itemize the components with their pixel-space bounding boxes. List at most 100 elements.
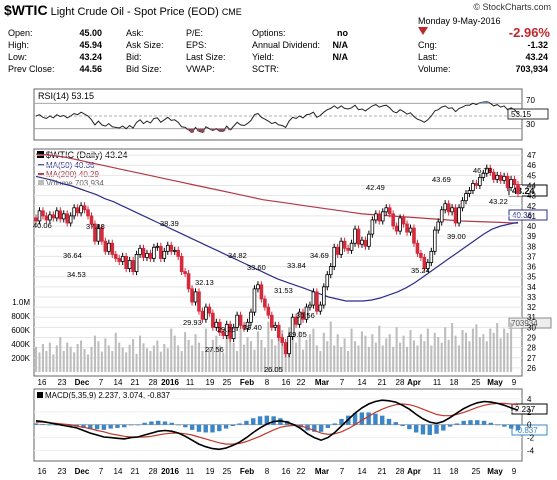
x-axis-label-price-17: 14 xyxy=(358,378,367,387)
candle-body xyxy=(415,242,420,254)
ma-tag xyxy=(508,209,548,221)
y-tick-26: 26 xyxy=(527,364,536,373)
x-axis-label-macd-6: 28 xyxy=(149,467,158,476)
price-tag-text: 43.24 xyxy=(512,186,535,196)
volume-bar xyxy=(274,345,277,372)
candle-body xyxy=(48,214,52,221)
volume-bar xyxy=(69,346,72,372)
candle-body xyxy=(86,209,90,217)
macd-hist-bar xyxy=(217,424,222,432)
rsi-frame xyxy=(33,88,523,141)
y-tick-34: 34 xyxy=(527,283,536,292)
bidsize-label: Bid Size: xyxy=(126,64,162,74)
price-tag xyxy=(508,184,548,197)
rsi-level-70: 70 xyxy=(526,96,535,105)
x-axis-label-price-13: 16 xyxy=(282,378,291,387)
x-axis-label-macd-13: 16 xyxy=(282,467,291,476)
x-axis-label-price-19: 28 xyxy=(396,378,405,387)
macd-hist-bar xyxy=(325,424,331,428)
candle-body xyxy=(179,256,184,273)
volume-bar xyxy=(135,353,138,372)
x-axis-label-macd-18: 21 xyxy=(378,467,387,476)
macd-label: MACD(5,35,9) 2.237, 3.074, -0.837 xyxy=(45,391,171,400)
volume-bar xyxy=(322,332,325,372)
candle-body xyxy=(412,227,416,244)
candle-body xyxy=(474,183,479,186)
volume-bar xyxy=(433,332,436,372)
y-tick-45: 45 xyxy=(527,171,536,180)
candle-body xyxy=(211,312,215,328)
annotation-43.22: 43.22 xyxy=(489,197,508,206)
candle-body xyxy=(113,253,118,259)
legend-macd-swatch xyxy=(37,392,43,398)
volume-bar xyxy=(191,345,194,372)
candle-body xyxy=(426,262,430,269)
volume-bar xyxy=(270,339,273,372)
volume-bar xyxy=(215,335,218,372)
candle-body xyxy=(259,284,264,300)
volume-bar xyxy=(111,351,114,372)
candle-body xyxy=(516,184,520,194)
copyright: © StockCharts.com xyxy=(473,2,551,12)
annotation-42.49: 42.49 xyxy=(366,183,385,192)
volume-bar xyxy=(367,346,370,372)
volume-bar xyxy=(163,344,166,372)
macd-hist-bar xyxy=(210,424,215,433)
x-axis-label-macd-25: 9 xyxy=(512,467,517,476)
volume-bar xyxy=(121,347,124,372)
volume-bar xyxy=(211,339,214,372)
y-tick-44: 44 xyxy=(527,181,536,190)
macd-hist-bar xyxy=(223,424,229,429)
macd-hist-bar xyxy=(509,424,514,429)
macd-hist-bar xyxy=(81,424,86,428)
volume-bar xyxy=(485,341,488,372)
macd-hist-bar xyxy=(413,424,419,433)
volume-bar xyxy=(187,339,190,372)
macd-hist-bar xyxy=(196,424,202,432)
y-tick-35: 35 xyxy=(527,273,536,282)
candle-body xyxy=(238,314,243,326)
last-value: 43.24 xyxy=(525,52,548,62)
candle-body xyxy=(273,324,278,328)
rsi-label: RSI(14) 53.15 xyxy=(38,91,94,101)
candle-body xyxy=(221,332,226,336)
macd-hist-bar xyxy=(88,424,93,430)
candle-body xyxy=(339,240,343,255)
chart-title: $WTIC Light Crude Oil - Spot Price (EOD)… xyxy=(4,2,242,18)
volume-bar xyxy=(249,341,253,372)
candle-body xyxy=(380,211,385,222)
y-tick-27: 27 xyxy=(527,354,536,363)
rsi-oversold-bar xyxy=(200,128,205,133)
candle-body xyxy=(342,240,347,249)
candle-body xyxy=(127,260,132,269)
macd-hist-bar xyxy=(244,420,249,425)
annotation-33.84: 33.84 xyxy=(287,261,306,270)
x-axis-label-macd-8: 11 xyxy=(186,467,195,476)
macd-tag-2 xyxy=(511,424,548,436)
volume-bar xyxy=(409,330,412,372)
macd-hist-bar xyxy=(380,415,385,425)
candle-body xyxy=(450,207,454,213)
x-axis-label-macd-2: Dec xyxy=(75,467,90,476)
macd-hist-bar xyxy=(54,424,59,426)
candle-body xyxy=(37,210,42,222)
volume-bar xyxy=(142,343,145,372)
volume-bar xyxy=(471,328,474,372)
y-tick-42: 42 xyxy=(527,202,536,211)
volume-bar xyxy=(76,344,79,372)
volume-bar xyxy=(336,334,339,372)
macd-hist-bar xyxy=(359,412,365,425)
volume-bar xyxy=(208,348,211,372)
candle-body xyxy=(467,190,472,194)
options-value: no xyxy=(337,28,348,38)
candle-body xyxy=(68,215,73,224)
rsi-oversold-bar xyxy=(196,128,201,132)
pe-label: P/E: xyxy=(186,28,204,38)
macd-hist-bar xyxy=(366,412,371,425)
volume-bar xyxy=(451,323,454,372)
ask-label: Ask: xyxy=(126,28,144,38)
rsi-oversold-bar xyxy=(210,128,215,131)
macd-hist-bar xyxy=(169,422,174,425)
volume-axis-600K: 600K xyxy=(11,326,30,335)
volume-bar xyxy=(222,352,225,372)
